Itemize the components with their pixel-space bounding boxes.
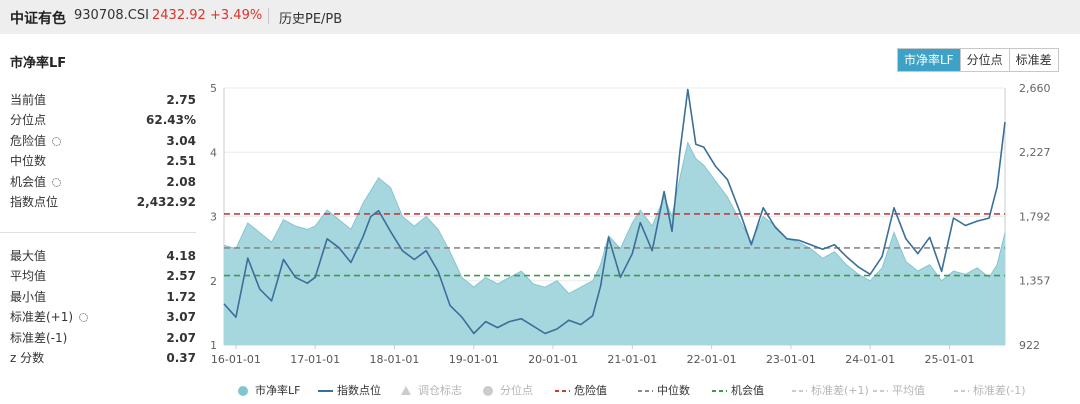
stats-panel-bottom: 最大值 4.18 平均值 2.57 最小值 1.72 标准差(+1) 3.07 … bbox=[10, 246, 196, 368]
legend-line-icon bbox=[873, 390, 888, 392]
header-bar: 中证有色 930708.CSI 2432.92 +3.49% 历史PE/PB bbox=[0, 0, 1080, 34]
stat-label-std-plus: 标准差(+1) bbox=[10, 310, 74, 325]
toggle-stddev-button[interactable]: 标准差 bbox=[1009, 49, 1058, 71]
stat-row: 中位数 2.51 bbox=[10, 151, 196, 171]
stat-label-current: 当前值 bbox=[10, 93, 47, 107]
header-divider bbox=[268, 8, 269, 24]
stat-value-max: 4.18 bbox=[166, 249, 196, 263]
legend-label: 标准差(+1) bbox=[811, 384, 869, 397]
legend-line-icon bbox=[792, 390, 807, 392]
toggle-pb-button[interactable]: 市净率LF bbox=[898, 49, 961, 71]
stat-row: 分位点 62.43% bbox=[10, 110, 196, 130]
y-right-tick-label: 922 bbox=[1019, 339, 1040, 352]
y-right-tick-label: 2,660 bbox=[1019, 82, 1051, 95]
x-tick-label: 21-01-01 bbox=[607, 353, 657, 366]
index-price: 2432.92 bbox=[152, 8, 206, 23]
stat-label-index-level: 指数点位 bbox=[10, 194, 59, 209]
legend-line-icon bbox=[954, 390, 969, 392]
index-code: 930708.CSI bbox=[74, 8, 149, 23]
stat-label-std-minus: 标准差(-1) bbox=[10, 330, 68, 345]
legend-label: 指数点位 bbox=[337, 384, 381, 397]
legend-line-icon bbox=[638, 390, 653, 392]
stat-row: 机会值 2.08 bbox=[10, 172, 196, 192]
legend-label: 分位点 bbox=[500, 384, 533, 397]
stat-row: 最大值 4.18 bbox=[10, 246, 196, 266]
x-tick-label: 25-01-01 bbox=[925, 353, 975, 366]
stat-value-median: 2.51 bbox=[166, 154, 196, 169]
x-tick-label: 20-01-01 bbox=[528, 353, 578, 366]
legend-triangle-icon bbox=[401, 386, 411, 395]
stat-label-max: 最大值 bbox=[10, 249, 47, 263]
stat-row: z 分数 0.37 bbox=[10, 348, 196, 368]
x-tick-label: 16-01-01 bbox=[211, 353, 261, 366]
stat-label-percentile: 分位点 bbox=[10, 113, 47, 128]
stat-value-opportunity: 2.08 bbox=[166, 174, 196, 189]
y-left-tick-label: 5 bbox=[210, 82, 217, 95]
stat-row: 标准差(+1) 3.07 bbox=[10, 307, 196, 327]
metric-toggle-group: 市净率LF 分位点 标准差 bbox=[897, 48, 1059, 72]
section-title: 市净率LF bbox=[10, 56, 67, 71]
series-index-line bbox=[223, 88, 1006, 335]
legend-label: 市净率LF bbox=[255, 384, 301, 397]
x-tick-label: 18-01-01 bbox=[370, 353, 420, 366]
index-change: +3.49% bbox=[210, 8, 263, 23]
legend-label: 调仓标志 bbox=[418, 384, 462, 397]
legend-label: 标准差(-1) bbox=[973, 384, 1026, 397]
x-tick-label: 17-01-01 bbox=[290, 353, 340, 366]
stats-divider bbox=[0, 232, 196, 233]
gear-icon[interactable] bbox=[52, 136, 62, 146]
index-name: 中证有色 bbox=[10, 11, 66, 27]
stat-value-index-level: 2,432.92 bbox=[136, 194, 196, 209]
x-tick-label: 23-01-01 bbox=[766, 353, 816, 366]
stat-label-median: 中位数 bbox=[10, 154, 47, 169]
stat-value-current: 2.75 bbox=[166, 93, 196, 107]
legend-label: 危险值 bbox=[574, 384, 607, 397]
x-tick-label: 22-01-01 bbox=[687, 353, 737, 366]
legend-line-icon bbox=[318, 390, 333, 392]
gear-icon[interactable] bbox=[52, 177, 62, 187]
legend-line-icon bbox=[555, 390, 570, 392]
stat-row: 最小值 1.72 bbox=[10, 287, 196, 307]
stat-value-std-plus: 3.07 bbox=[166, 310, 196, 325]
y-left-tick-label: 2 bbox=[210, 275, 217, 288]
x-tick-label: 19-01-01 bbox=[449, 353, 499, 366]
y-left-tick-label: 3 bbox=[210, 211, 217, 224]
legend-circle-icon bbox=[238, 386, 248, 396]
stat-row: 当前值 2.75 bbox=[10, 90, 196, 110]
stat-row: 平均值 2.57 bbox=[10, 266, 196, 286]
stat-value-std-minus: 2.07 bbox=[166, 330, 196, 345]
stat-label-opportunity: 机会值 bbox=[10, 174, 47, 189]
stat-label-mean: 平均值 bbox=[10, 269, 47, 284]
y-right-tick-label: 1,792 bbox=[1019, 210, 1051, 223]
legend-label: 机会值 bbox=[731, 384, 764, 397]
series-pb-outline bbox=[223, 141, 1006, 295]
stat-row: 指数点位 2,432.92 bbox=[10, 192, 196, 212]
y-left-tick-label: 4 bbox=[210, 146, 217, 159]
stat-value-zscore: 0.37 bbox=[166, 350, 196, 365]
stat-row: 标准差(-1) 2.07 bbox=[10, 328, 196, 348]
y-right-tick-label: 1,357 bbox=[1019, 275, 1051, 288]
series-pb-area bbox=[224, 142, 1005, 345]
stat-label-min: 最小值 bbox=[10, 289, 47, 304]
pb-valuation-chart[interactable]: 1 2 3 4 5 922 1,357 1,792 2,227 2,660 16-01-01 17-0… bbox=[200, 78, 1070, 378]
stat-value-percentile: 62.43% bbox=[146, 113, 196, 128]
gear-icon[interactable] bbox=[79, 313, 89, 323]
tab-history-pe-pb[interactable]: 历史PE/PB bbox=[279, 12, 343, 27]
stat-label-danger: 危险值 bbox=[10, 133, 47, 148]
stat-label-zscore: z 分数 bbox=[10, 350, 45, 365]
stat-value-mean: 2.57 bbox=[166, 269, 196, 284]
stats-panel-top: 当前值 2.75 分位点 62.43% 危险值 3.04 中位数 2.51 机会… bbox=[10, 90, 196, 212]
x-tick-label: 24-01-01 bbox=[845, 353, 895, 366]
stat-value-min: 1.72 bbox=[166, 289, 196, 304]
toggle-percentile-button[interactable]: 分位点 bbox=[960, 49, 1010, 71]
legend-label: 平均值 bbox=[892, 384, 925, 397]
legend-circle-icon bbox=[483, 386, 493, 396]
legend-label: 中位数 bbox=[657, 384, 690, 397]
stat-value-danger: 3.04 bbox=[166, 133, 196, 148]
y-left-tick-label: 1 bbox=[210, 339, 217, 352]
stat-row: 危险值 3.04 bbox=[10, 131, 196, 151]
legend-line-icon bbox=[712, 390, 727, 392]
y-right-tick-label: 2,227 bbox=[1019, 146, 1051, 159]
